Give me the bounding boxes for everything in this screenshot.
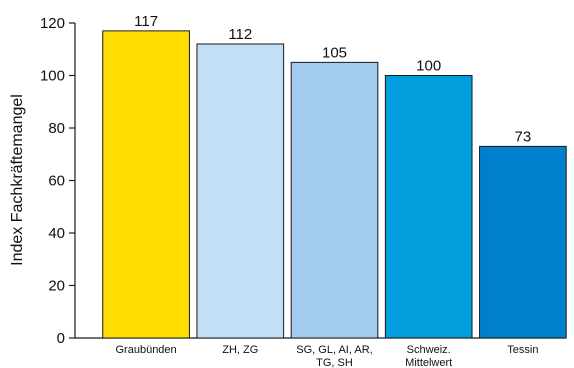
y-tick-label: 100: [40, 68, 65, 85]
y-tick-label: 20: [48, 278, 65, 295]
y-tick-label: 0: [57, 330, 65, 347]
y-tick-label: 120: [40, 15, 65, 32]
value-labels: 117 112 105 100 73: [134, 13, 531, 146]
category-label: Graubünden: [116, 344, 177, 356]
bar: [290, 61, 379, 339]
bar-value-label: 105: [322, 44, 347, 61]
y-tick-label: 60: [48, 173, 65, 190]
bar-value-label: 117: [134, 13, 158, 30]
bar-value-label: 112: [228, 26, 252, 43]
bar-value-label: 73: [515, 128, 532, 145]
category-label: Tessin: [507, 344, 538, 356]
category-labels: Graubünden ZH, ZG SG, GL, AI, AR, TG, SH Sch…: [116, 344, 539, 368]
bar: [384, 75, 473, 339]
bar: [196, 43, 285, 339]
category-label: ZH, ZG: [222, 344, 258, 356]
bar: [102, 30, 190, 339]
bars: [102, 30, 567, 339]
y-tick-label: 80: [48, 120, 65, 137]
category-label: SG, GL, AI, AR, TG, SH: [296, 344, 372, 368]
bar-value-label: 100: [416, 58, 441, 75]
y-axis-title: Index Fachkräftemangel: [9, 94, 26, 266]
bar: [479, 145, 567, 339]
category-label: Schweiz. Mittelwert: [405, 344, 452, 368]
y-tick-label: 40: [48, 225, 65, 242]
